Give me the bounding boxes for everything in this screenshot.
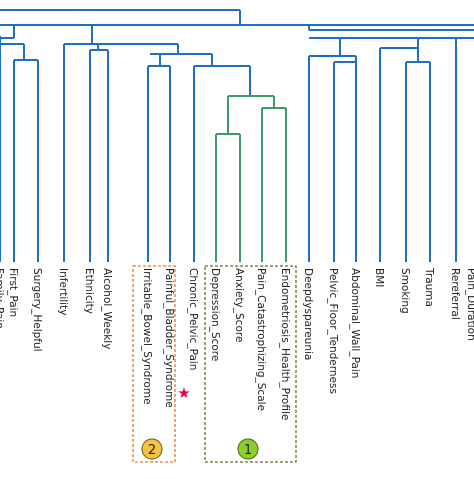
leaf-label: Smoking (399, 268, 411, 314)
leaf-label: Depression_Score (209, 268, 221, 361)
blue-cluster-links (0, 9, 474, 262)
leaf-label: Alcohol_Weekly (101, 268, 113, 349)
leaf-label: Pelvic_Floor_Tenderness (327, 268, 339, 394)
leaf-label: Trauma (423, 267, 435, 307)
leaf-label: Infertility (57, 268, 69, 315)
leaf-label: Endometriosis_Health_Profile (279, 268, 291, 420)
badge-2: 2 (141, 438, 163, 460)
star-marker-icon: ★ (177, 384, 190, 402)
leaf-label: Deepdyspareunia (302, 268, 314, 360)
badge-2-label: 2 (148, 443, 156, 458)
leaf-label: Pain_Catastrophizing_Scale (255, 268, 267, 411)
badge-2-circle (141, 438, 163, 460)
green-cluster-links (215, 95, 287, 262)
leaf-label: Irritable_Bowel_Syndrome (141, 268, 153, 405)
leaf-label: Surgery_Helpful (31, 268, 43, 352)
leaf-label: Rereferral (449, 268, 461, 320)
leaf-label: Family_Pain (0, 268, 5, 329)
leaf-label: Ethnicity (83, 268, 95, 314)
leaf-label: Painful_Bladder_Syndrome (163, 268, 175, 408)
cluster-2-box (132, 265, 176, 463)
badge-1-label: 1 (244, 443, 252, 458)
leaf-label: BMI (373, 268, 385, 287)
badge-1: 1 (237, 438, 259, 460)
leaf-label: First_Pain (7, 268, 19, 317)
leaf-label: Pain_Duration (465, 268, 474, 341)
cluster-1-box (204, 265, 297, 463)
leaf-label: Anxiety_Score (233, 268, 245, 342)
badge-1-circle (237, 438, 259, 460)
leaf-labels: Family_Pain First_Pain Surgery_Helpful Infe… (0, 267, 474, 420)
leaf-label: Chronic_Pelvic_Pain (187, 268, 199, 370)
leaf-label: Abdominal_Wall_Pain (349, 268, 361, 378)
